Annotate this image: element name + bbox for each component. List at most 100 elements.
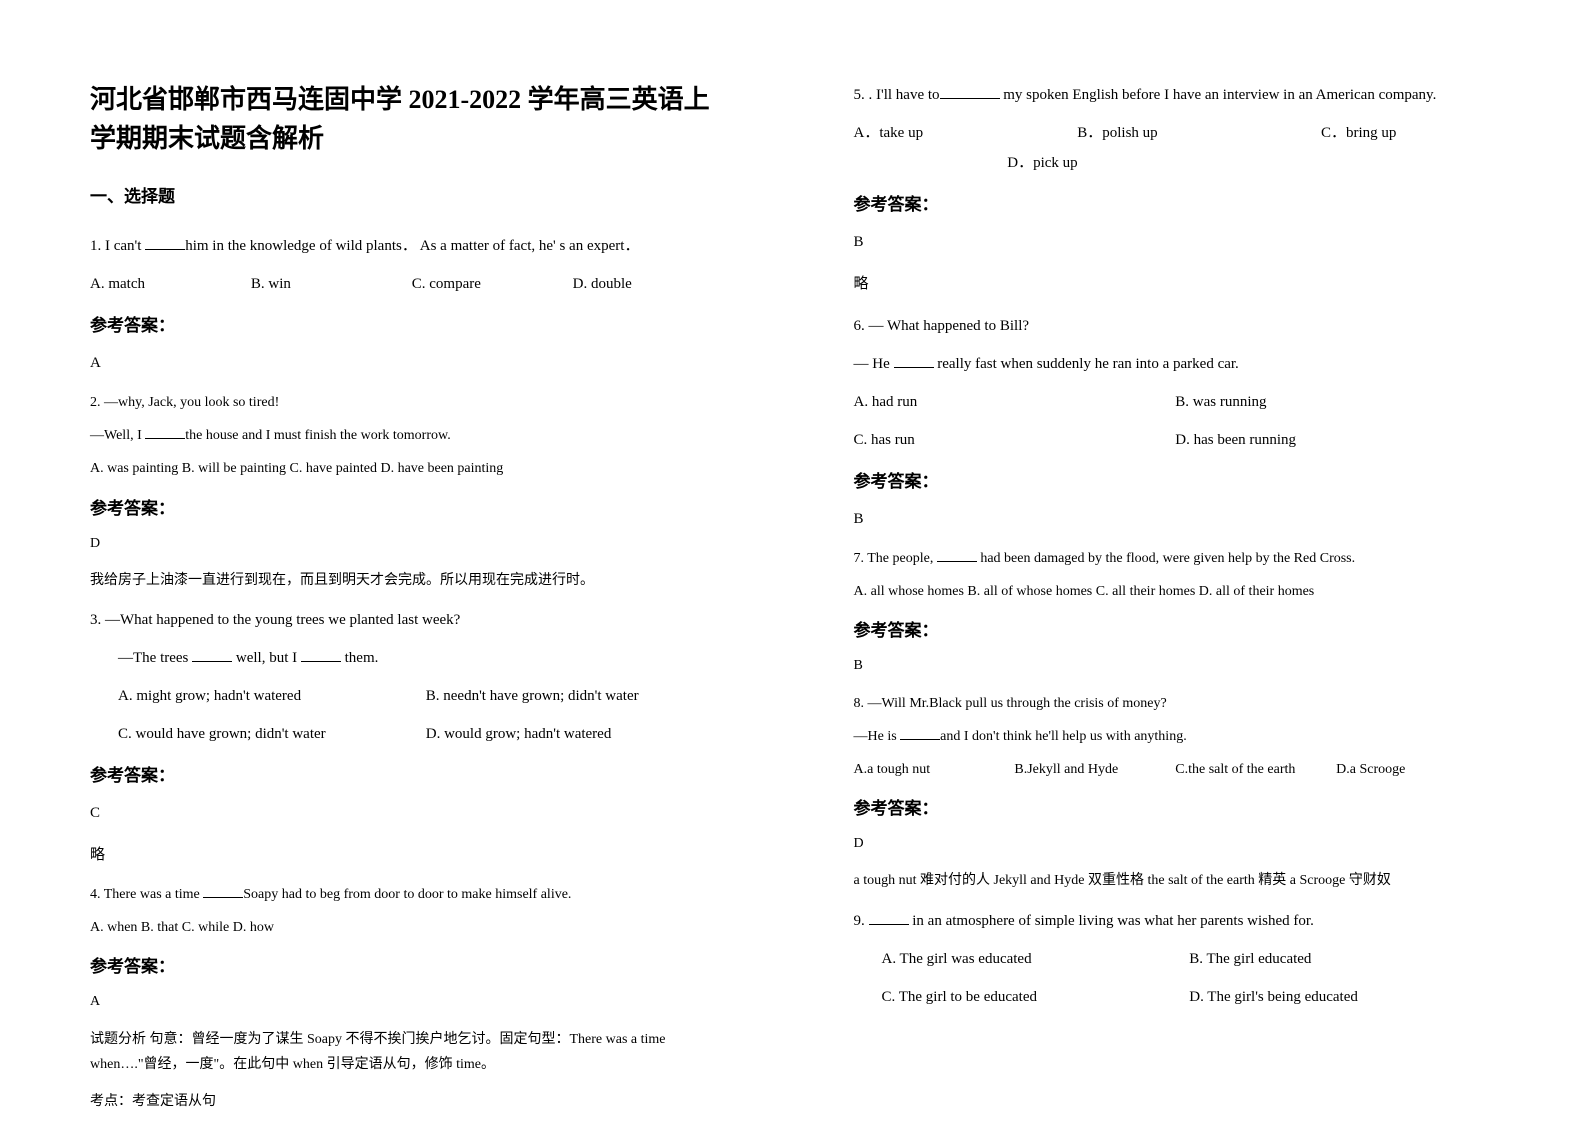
q1-stem: 1. I can't him in the knowledge of wild … <box>90 231 734 261</box>
q6-line2: — He really fast when suddenly he ran in… <box>854 349 1498 379</box>
q5-optC: C．bring up <box>1321 118 1396 148</box>
right-column: 5. . I'll have to my spoken English befo… <box>794 0 1587 1122</box>
q8-optC: C.the salt of the earth <box>1175 757 1336 782</box>
q8-optB: B.Jekyll and Hyde <box>1014 757 1175 782</box>
q2-line2b: the house and I must finish the work tom… <box>185 428 450 443</box>
q5-options: A．take up B．polish up C．bring up D．pick … <box>854 118 1498 178</box>
q1-answer: A <box>90 348 734 378</box>
blank <box>900 725 940 740</box>
q7-line1a: 7. The people, <box>854 551 937 566</box>
blank <box>869 910 909 925</box>
q1-optB: B. win <box>251 269 412 299</box>
q8-line2a: —He is <box>854 729 901 744</box>
q8-answer: D <box>854 831 1498 856</box>
q8-line1: 8. —Will Mr.Black pull us through the cr… <box>854 691 1498 716</box>
left-column: 河北省邯郸市西马连固中学 2021-2022 学年高三英语上学期期末试题含解析 … <box>0 0 794 1122</box>
q5-optA: A．take up <box>854 118 1074 148</box>
q8-line2b: and I don't think he'll help us with any… <box>940 729 1187 744</box>
q1-stem-b: him in the knowledge of wild plants． As … <box>185 238 639 254</box>
q8-line2: —He is and I don't think he'll help us w… <box>854 724 1498 749</box>
answer-label: 参考答案： <box>90 952 734 977</box>
q9-options-row1: A. The girl was educated B. The girl edu… <box>854 944 1498 974</box>
page-title: 河北省邯郸市西马连固中学 2021-2022 学年高三英语上学期期末试题含解析 <box>90 80 734 158</box>
q7-answer: B <box>854 653 1498 678</box>
answer-label: 参考答案： <box>854 467 1498 492</box>
q2-line2a: —Well, I <box>90 428 145 443</box>
q4-note1: 试题分析 句意：曾经一度为了谋生 Soapy 不得不挨门挨户地乞讨。固定句型：T… <box>90 1027 734 1077</box>
section-heading: 一、选择题 <box>90 182 734 207</box>
q6-line2b: really fast when suddenly he ran into a … <box>934 356 1239 372</box>
q3-note: 略 <box>90 840 734 870</box>
q2-note: 我给房子上油漆一直进行到现在，而且到明天才会完成。所以用现在完成进行时。 <box>90 568 734 593</box>
q9-options-row2: C. The girl to be educated D. The girl's… <box>854 982 1498 1012</box>
q4-options: A. when B. that C. while D. how <box>90 915 734 940</box>
blank <box>940 84 1000 99</box>
q9-optB: B. The girl educated <box>1189 944 1497 974</box>
q9-line1a: 9. <box>854 913 869 929</box>
q8-optD: D.a Scrooge <box>1336 757 1497 782</box>
blank <box>301 647 341 662</box>
q7-line1b: had been damaged by the flood, were give… <box>977 551 1355 566</box>
q3-line2a: —The trees <box>118 650 192 666</box>
q6-options-row2: C. has run D. has been running <box>854 425 1498 455</box>
q3-optA: A. might grow; hadn't watered <box>118 681 426 711</box>
q5-note: 略 <box>854 269 1498 299</box>
q5-line1: 5. . I'll have to my spoken English befo… <box>854 80 1498 110</box>
q4-note2: 考点：考查定语从句 <box>90 1089 734 1114</box>
q4-answer: A <box>90 989 734 1014</box>
blank <box>145 235 185 250</box>
q6-optD: D. has been running <box>1175 425 1497 455</box>
q8-note: a tough nut 难对付的人 Jekyll and Hyde 双重性格 t… <box>854 868 1498 893</box>
q1-optA: A. match <box>90 269 251 299</box>
q5-answer: B <box>854 227 1498 257</box>
answer-label: 参考答案： <box>854 794 1498 819</box>
blank <box>894 353 934 368</box>
q4-line1a: 4. There was a time <box>90 887 203 902</box>
q6-options-row1: A. had run B. was running <box>854 387 1498 417</box>
q7-line1: 7. The people, had been damaged by the f… <box>854 546 1498 571</box>
blank <box>192 647 232 662</box>
blank <box>203 883 243 898</box>
q7-options: A. all whose homes B. all of whose homes… <box>854 579 1498 604</box>
q6-answer: B <box>854 504 1498 534</box>
q3-options-row2: C. would have grown; didn't water D. wou… <box>90 719 734 749</box>
q4-line1b: Soapy had to beg from door to door to ma… <box>243 887 571 902</box>
q8-options: A.a tough nut B.Jekyll and Hyde C.the sa… <box>854 757 1498 782</box>
q2-line1: 2. —why, Jack, you look so tired! <box>90 390 734 415</box>
q9-optA: A. The girl was educated <box>882 944 1190 974</box>
q1-optD: D. double <box>573 269 734 299</box>
q6-line1: 6. — What happened to Bill? <box>854 311 1498 341</box>
blank <box>937 547 977 562</box>
blank <box>145 424 185 439</box>
answer-label: 参考答案： <box>854 616 1498 641</box>
answer-label: 参考答案： <box>854 190 1498 215</box>
q6-optA: A. had run <box>854 387 1176 417</box>
answer-label: 参考答案： <box>90 494 734 519</box>
q3-optC: C. would have grown; didn't water <box>118 719 426 749</box>
q3-answer: C <box>90 798 734 828</box>
q3-line1: 3. —What happened to the young trees we … <box>90 605 734 635</box>
answer-label: 参考答案： <box>90 311 734 336</box>
q6-optC: C. has run <box>854 425 1176 455</box>
q5-optD: D．pick up <box>1007 148 1077 178</box>
q2-options: A. was painting B. will be painting C. h… <box>90 456 734 481</box>
q9-line1b: in an atmosphere of simple living was wh… <box>909 913 1314 929</box>
q5-line1b: my spoken English before I have an inter… <box>1000 87 1437 103</box>
q9-line1: 9. in an atmosphere of simple living was… <box>854 906 1498 936</box>
answer-label: 参考答案： <box>90 761 734 786</box>
q2-answer: D <box>90 531 734 556</box>
q6-optB: B. was running <box>1175 387 1497 417</box>
q8-optA: A.a tough nut <box>854 757 1015 782</box>
q9-optD: D. The girl's being educated <box>1189 982 1497 1012</box>
q3-options-row1: A. might grow; hadn't watered B. needn't… <box>90 681 734 711</box>
q4-line1: 4. There was a time Soapy had to beg fro… <box>90 882 734 907</box>
q3-line2c: them. <box>341 650 379 666</box>
q2-line2: —Well, I the house and I must finish the… <box>90 423 734 448</box>
q3-line2b: well, but I <box>232 650 301 666</box>
q9-optC: C. The girl to be educated <box>882 982 1190 1012</box>
q3-optB: B. needn't have grown; didn't water <box>426 681 734 711</box>
q1-optC: C. compare <box>412 269 573 299</box>
q3-line2: —The trees well, but I them. <box>90 643 734 673</box>
q1-options: A. match B. win C. compare D. double <box>90 269 734 299</box>
q5-line1a: 5. . I'll have to <box>854 87 940 103</box>
